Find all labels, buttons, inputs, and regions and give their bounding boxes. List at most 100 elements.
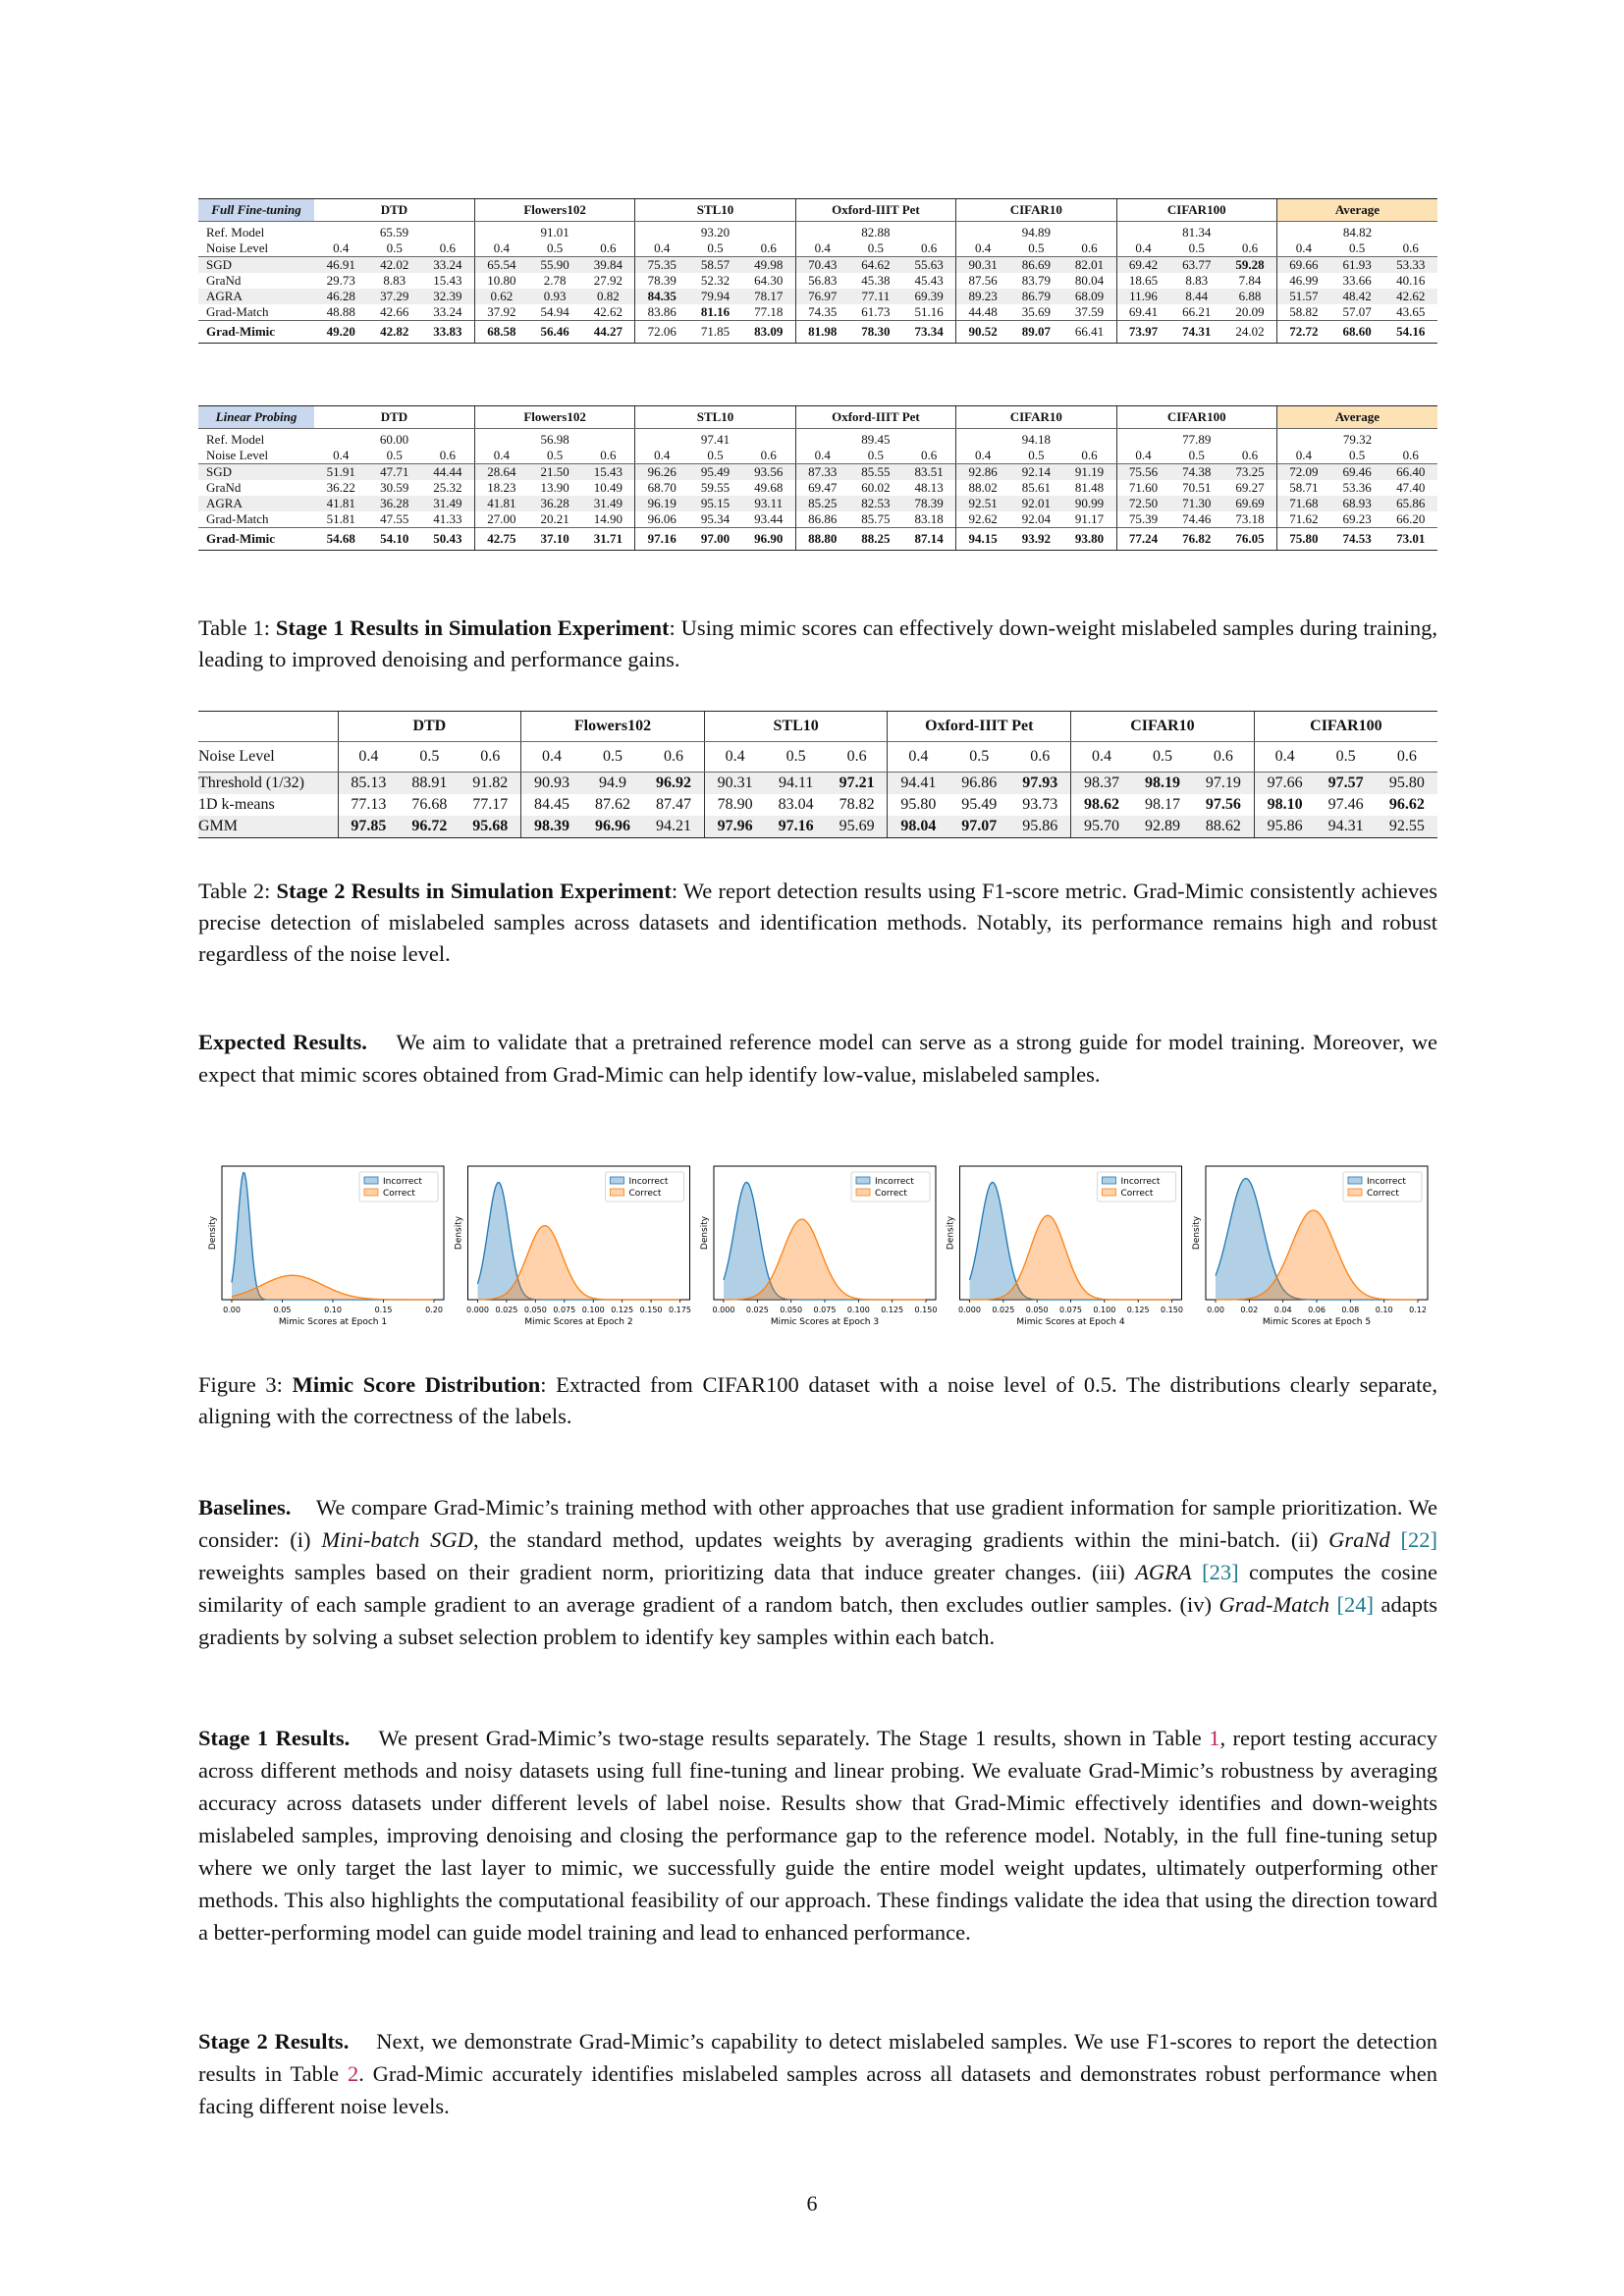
- cell-value: 98.10: [1253, 794, 1316, 816]
- cell-value: 98.37: [1070, 772, 1132, 794]
- cell-value: 59.55: [700, 479, 731, 495]
- incorrect-density-area: [724, 1182, 926, 1300]
- table-row: Grad-Match 48.88 42.66 33.24 37.92 54.94 42.62…: [198, 303, 1437, 320]
- noise-level: 0.5: [367, 448, 421, 464]
- expected-results-paragraph: Expected Results. We aim to validate tha…: [198, 1030, 1437, 1087]
- cell-value: 55.63: [902, 256, 956, 273]
- noise-level: 0.4: [634, 448, 689, 464]
- dataset-header: STL10: [634, 405, 796, 429]
- cell-value: 85.55: [848, 463, 903, 480]
- ref-value: 65.59: [379, 225, 409, 240]
- cell-value: 44.27: [581, 319, 635, 344]
- correct-density-curve: [231, 1274, 434, 1301]
- legend-label-correct: Correct: [875, 1189, 907, 1199]
- cell-value: 37.10: [527, 526, 582, 551]
- x-tick-label: 0.125: [1127, 1306, 1150, 1314]
- ref-model-row: Ref. Model 60.00 56.98 97.41 89.45 94.18 77.89…: [198, 428, 1437, 448]
- cell-value: 93.73: [1022, 796, 1058, 813]
- noise-level: 0.5: [1131, 741, 1194, 773]
- y-axis-label: Density: [455, 1215, 464, 1250]
- cell-value: 84.35: [634, 288, 689, 304]
- cell-value: 97.96: [703, 816, 766, 838]
- x-axis-label: Mimic Scores at Epoch 2: [524, 1317, 632, 1327]
- x-tick-label: 0.125: [611, 1306, 633, 1314]
- legend-label-incorrect: Incorrect: [1367, 1177, 1406, 1187]
- cell-value: 72.06: [634, 319, 689, 344]
- cell-value: 51.16: [914, 303, 944, 319]
- table1-linear-probing: Linear Probing DTD Flowers102 STL10 Oxford-I…: [198, 405, 1437, 551]
- noise-level: 0.6: [741, 448, 796, 464]
- table1-link[interactable]: 1: [1209, 1726, 1220, 1750]
- cell-value: 68.09: [1062, 288, 1117, 304]
- noise-level: 0.4: [703, 741, 766, 773]
- method-name: Grad-Mimic: [198, 526, 314, 551]
- cell-value: 90.93: [520, 772, 582, 794]
- cell-value: 49.98: [741, 256, 796, 273]
- baselines-paragraph: Baselines. We compare Grad-Mimic’s train…: [198, 1495, 1438, 1649]
- x-tick-label: 0.050: [524, 1306, 547, 1314]
- cell-value: 49.20: [314, 319, 368, 344]
- cell-value: 57.07: [1342, 303, 1372, 319]
- cell-value: 85.75: [861, 510, 891, 526]
- cell-value: 7.84: [1238, 272, 1262, 288]
- dataset-header: CIFAR10: [955, 405, 1117, 429]
- x-tick-label: 0.150: [915, 1306, 938, 1314]
- cell-value: 95.80: [1376, 772, 1437, 794]
- ref-value: 79.32: [1275, 428, 1437, 448]
- row-label: Noise Level: [198, 741, 338, 773]
- cell-value: 58.71: [1275, 479, 1330, 496]
- cell-value: 78.39: [902, 495, 956, 511]
- cell-value: 98.17: [1144, 796, 1180, 813]
- table-header-row: Linear Probing DTD Flowers102 STL10 Oxford-I…: [198, 405, 1437, 429]
- method-name: GraNd: [206, 479, 242, 495]
- ref-value: 94.89: [955, 221, 1117, 240]
- x-tick-label: 0.12: [1409, 1306, 1427, 1314]
- cell-value: 93.92: [1009, 526, 1063, 551]
- noise-level: 0.6: [1062, 240, 1117, 257]
- cell-value: 69.69: [1222, 495, 1277, 511]
- figure3-caption: Figure 3: Mimic Score Distribution: Extr…: [198, 1372, 1437, 1428]
- cell-value: 91.19: [1062, 463, 1117, 480]
- table1-caption: Table 1: Stage 1 Results in Simulation E…: [198, 615, 1437, 671]
- x-tick-label: 0.00: [223, 1306, 241, 1314]
- cell-value: 31.49: [420, 495, 475, 511]
- correct-density-curve: [1215, 1209, 1418, 1301]
- cell-value: 36.28: [527, 495, 582, 511]
- cell-value: 18.65: [1115, 272, 1170, 289]
- noise-level: 0.4: [955, 448, 1010, 464]
- x-tick-label: 0.075: [814, 1306, 837, 1314]
- cell-value: 70.51: [1182, 479, 1212, 495]
- cell-value: 97.93: [1009, 772, 1071, 794]
- method-name: Grad-Match: [206, 303, 269, 319]
- cell-value: 33.66: [1342, 272, 1372, 288]
- dataset-header: Oxford-IIIT Pet: [794, 405, 956, 429]
- noise-level: 0.4: [337, 741, 400, 773]
- cell-value: 77.18: [754, 303, 784, 319]
- cell-value: 42.66: [380, 303, 409, 319]
- cell-value: 47.55: [380, 510, 409, 526]
- table-row: Grad-Match 51.81 47.55 41.33 27.00 20.21 14.90…: [198, 510, 1437, 527]
- cell-value: 13.90: [540, 479, 569, 495]
- method-tag: Full Fine-tuning: [198, 198, 314, 222]
- method-name: AGRA: [198, 288, 314, 304]
- x-tick-label: 0.025: [495, 1306, 517, 1314]
- cell-value: 43.65: [1396, 303, 1426, 319]
- noise-level: 0.4: [1275, 448, 1330, 464]
- cell-value: 61.73: [861, 303, 891, 319]
- cell-value: 91.82: [460, 772, 521, 794]
- cell-value: 96.62: [1388, 796, 1425, 813]
- dataset-header: Average: [1275, 198, 1437, 222]
- x-tick-label: 0.05: [274, 1306, 292, 1314]
- legend-label-incorrect: Incorrect: [629, 1177, 669, 1187]
- dataset-header: CIFAR100: [1115, 405, 1277, 429]
- cell-value: 37.29: [367, 288, 421, 304]
- density-panel: 0.000 0.025 0.050 0.075 0.100 0.125 0.150 Mimic…: [700, 1165, 938, 1327]
- cell-value: 81.98: [794, 319, 849, 344]
- table2-link[interactable]: 2: [347, 2061, 359, 2086]
- noise-level: 0.5: [1009, 240, 1063, 257]
- ref-value: 84.82: [1275, 221, 1437, 240]
- cell-value: 58.57: [688, 256, 742, 273]
- cell-value: 97.57: [1315, 772, 1377, 794]
- noise-level: 0.6: [741, 240, 796, 257]
- ref-value: 56.98: [473, 428, 635, 448]
